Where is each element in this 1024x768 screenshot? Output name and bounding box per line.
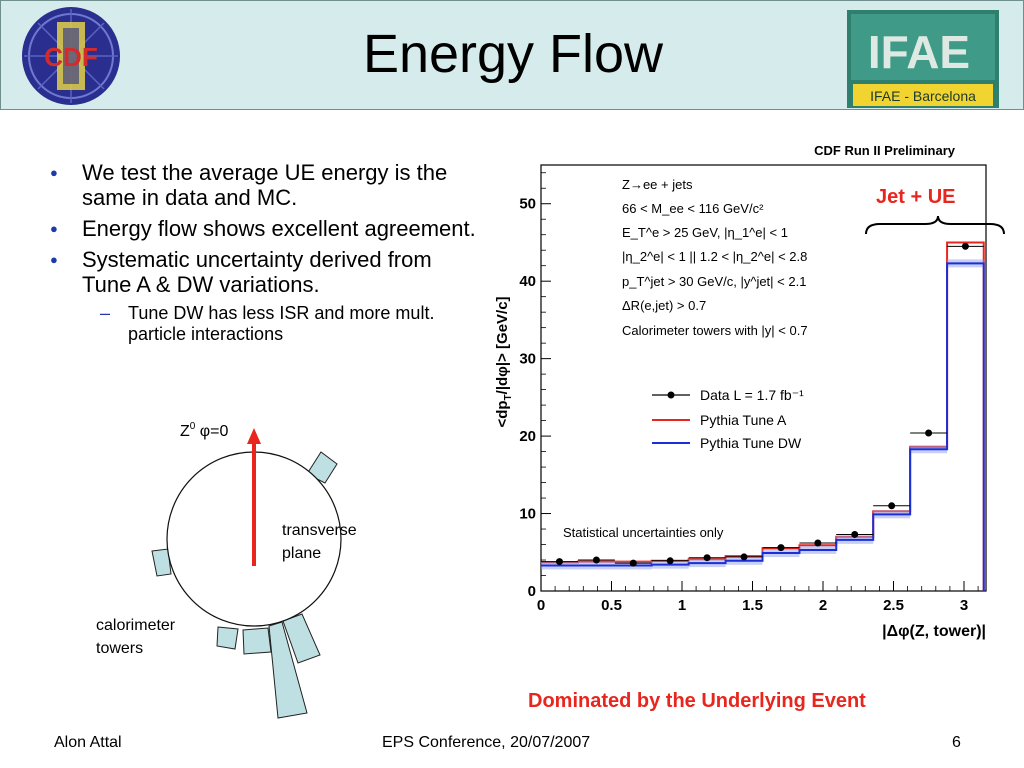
jet-ue-annotation: Jet + UE (876, 186, 956, 208)
y-tick-label: 0 (528, 583, 536, 600)
z-label: Z0 φ=0 (180, 421, 229, 440)
legend-label-tune-dw: Pythia Tune DW (700, 435, 802, 451)
sub-bullet-item: – Tune DW has less ISR and more mult. pa… (50, 303, 480, 345)
chart-header: CDF Run II Preliminary (814, 143, 956, 158)
data-point (629, 559, 637, 567)
footer-conference: EPS Conference, 20/07/2007 (382, 734, 591, 751)
chart-legend: Data L = 1.7 fb⁻¹ Pythia Tune A Pythia T… (652, 387, 804, 451)
data-point (925, 429, 933, 437)
bullet-list: We test the average UE energy is the sam… (50, 160, 480, 345)
energy-flow-chart: CDF Run II Preliminary 0 0.5 1 1.5 2 2.5 30102… (494, 143, 1005, 640)
y-tick-label: 40 (519, 273, 536, 290)
y-tick-label: 50 (519, 196, 536, 213)
underlying-event-annotation: Dominated by the Underlying Event (528, 690, 866, 712)
data-point (555, 558, 563, 566)
stat-uncertainty-note: Statistical uncertainties only (563, 525, 724, 540)
cut-line: E_T^e > 25 GeV, |η_1^e| < 1 (622, 225, 788, 240)
plot-frame (540, 164, 987, 592)
legend-label-tune-a: Pythia Tune A (700, 412, 787, 428)
cut-line: p_T^jet > 30 GeV/c, |y^jet| < 2.1 (622, 274, 806, 289)
data-point (666, 557, 674, 565)
y-tick-label: 30 (519, 351, 536, 368)
cut-line: Z→ee + jets (622, 177, 693, 192)
x-tick-label: 0 (537, 597, 545, 614)
bullet-item: Energy flow shows excellent agreement. (50, 216, 480, 241)
x-tick-label: 3 (960, 597, 968, 614)
cut-line: 66 < M_ee < 116 GeV/c² (622, 201, 764, 216)
slide-title: Energy Flow (362, 24, 664, 84)
transverse-plane-diagram: Z0 φ=0 transverse plane calorimeter towe… (96, 421, 357, 719)
bullet-item: Systematic uncertainty derived from Tune… (50, 247, 480, 297)
x-axis-label: |Δφ(Z, tower)| (882, 623, 986, 640)
calorimeter-towers-label: calorimeter (96, 617, 176, 634)
data-point (888, 502, 896, 510)
x-tick-label: 2.5 (883, 597, 904, 614)
y-axis-label: <dpT/|dφ|> [GeV/c] (494, 296, 514, 427)
legend-marker-data (667, 391, 675, 399)
data-point (740, 553, 748, 561)
cdf-logo-text: CDF (44, 42, 97, 72)
footer-author: Alon Attal (54, 734, 122, 751)
dash-marker: – (100, 303, 111, 323)
y-tick-label: 10 (519, 506, 536, 523)
data-point (592, 556, 600, 564)
top-brace (865, 215, 1005, 235)
x-tick-label: 0.5 (601, 597, 622, 614)
cdf-logo: CDF (22, 7, 120, 105)
ifae-logo: IFAE IFAE - Barcelona (847, 10, 999, 108)
cut-line: |η_2^e| < 1 || 1.2 < |η_2^e| < 2.8 (622, 249, 807, 264)
sub-bullet-text: Tune DW has less ISR and more mult. part… (128, 303, 435, 344)
ifae-logo-text: IFAE (868, 26, 970, 78)
legend-label-data: Data L = 1.7 fb⁻¹ (700, 387, 804, 403)
transverse-plane-label: plane (282, 545, 321, 562)
tower (151, 548, 172, 577)
data-point (703, 554, 711, 562)
data-point (777, 544, 785, 552)
transverse-plane-label: transverse (282, 522, 357, 539)
cuts-box: Z→ee + jets 66 < M_ee < 116 GeV/c² E_T^e… (622, 177, 808, 338)
tower (216, 626, 239, 650)
cut-line: Calorimeter towers with |y| < 0.7 (622, 323, 808, 338)
tune-dw-line (541, 262, 985, 591)
bullet-item: We test the average UE energy is the sam… (50, 160, 480, 210)
slide-header: CDF Energy Flow IFAE IFAE - Barcelona (0, 0, 1024, 110)
footer-page-number: 6 (952, 734, 961, 751)
calorimeter-towers (151, 451, 338, 719)
tower (282, 613, 321, 664)
data-point (961, 242, 969, 250)
cut-line: ΔR(e,jet) > 0.7 (622, 298, 706, 313)
tower (242, 627, 272, 655)
y-tick-label: 20 (519, 428, 536, 445)
x-tick-label: 1.5 (742, 597, 763, 614)
x-tick-label: 2 (819, 597, 827, 614)
ifae-logo-caption: IFAE - Barcelona (870, 88, 976, 104)
calorimeter-towers-label: towers (96, 640, 143, 657)
data-point (851, 530, 859, 538)
data-point (814, 539, 822, 547)
x-tick-label: 1 (678, 597, 686, 614)
arrow-head-icon (247, 428, 261, 444)
tower (306, 451, 338, 484)
